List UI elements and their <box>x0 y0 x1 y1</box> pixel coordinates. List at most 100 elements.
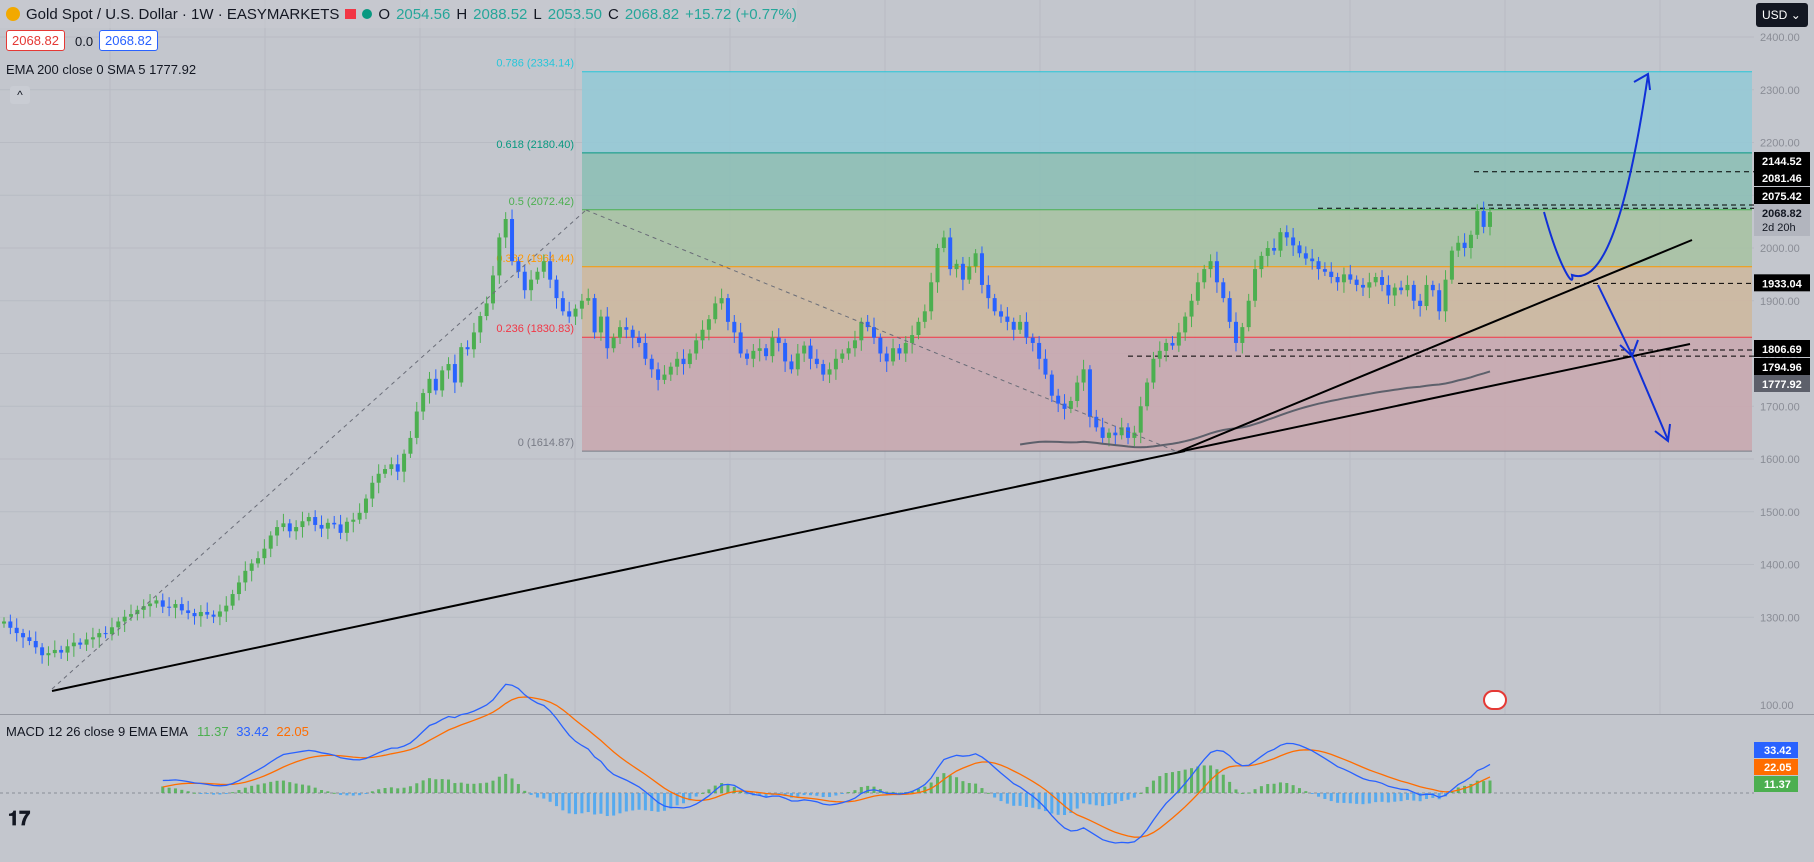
candle-body <box>656 369 661 380</box>
candle-body <box>338 524 343 533</box>
candle-body <box>1100 427 1105 438</box>
sell-button[interactable]: 2068.82 <box>6 30 65 51</box>
candle-body <box>1202 269 1207 283</box>
candle-body <box>440 370 445 391</box>
price-tick-label: 2200.00 <box>1760 138 1800 150</box>
candle-body <box>389 464 394 470</box>
macd-histogram-bar <box>605 793 609 817</box>
fib-band <box>582 266 1752 338</box>
candle-body <box>294 527 299 532</box>
candle-body <box>986 284 991 299</box>
candle-body <box>8 621 13 628</box>
candle-body <box>897 348 902 354</box>
candle-body <box>510 218 515 262</box>
us-flag-event-icon[interactable] <box>1483 690 1507 710</box>
candle-body <box>1145 382 1150 407</box>
candle-body <box>1119 427 1124 436</box>
candle-body <box>1253 269 1258 301</box>
candle-body <box>1348 274 1353 280</box>
macd-histogram-bar <box>1082 793 1086 804</box>
candle-body <box>230 594 235 606</box>
ema-legend[interactable]: EMA 200 close 0 SMA 5 1777.92 <box>6 62 197 77</box>
candle-body <box>637 337 642 343</box>
macd-histogram-bar <box>1488 780 1492 793</box>
candle-body <box>249 563 254 571</box>
macd-histogram-bar <box>510 778 514 793</box>
candle-body <box>21 633 26 638</box>
candle-body <box>751 350 756 359</box>
collapse-caret-icon[interactable]: ^ <box>10 86 30 104</box>
candle-body <box>1113 432 1118 436</box>
fib-level-label: 0.382 (1964.44) <box>496 253 574 265</box>
macd-histogram-bar <box>1405 793 1409 800</box>
high-value: 2088.52 <box>473 5 528 23</box>
macd-histogram-bar <box>707 789 711 793</box>
steep-trendline[interactable] <box>1177 239 1693 453</box>
tradingview-logo-icon: 𝟏𝟕 <box>8 806 31 830</box>
fib-anchor-line-down <box>585 209 1179 453</box>
bullish-projection-arrow[interactable] <box>1543 74 1649 281</box>
candle-body <box>395 464 400 472</box>
candle-body <box>960 263 965 280</box>
macd-histogram-bar <box>1183 769 1187 793</box>
candle-body <box>376 473 381 483</box>
candle-body <box>1411 284 1416 301</box>
macd-histogram-bar <box>783 793 787 797</box>
candle-body <box>706 319 711 330</box>
symbol-legend[interactable]: Gold Spot / U.S. Dollar · 1W · EASYMARKE… <box>0 0 797 28</box>
macd-histogram-bar <box>675 793 679 806</box>
candle-body <box>78 642 83 645</box>
macd-histogram-bar <box>809 793 813 796</box>
candle-body <box>1157 350 1162 359</box>
macd-histogram-bar <box>1094 793 1098 806</box>
long-trendline[interactable] <box>51 450 1186 692</box>
macd-histogram-bar <box>643 793 647 811</box>
candle-body <box>827 369 832 375</box>
macd-histogram-bar <box>345 793 349 796</box>
candle-body <box>40 647 45 656</box>
candle-body <box>649 358 654 370</box>
macd-histogram-bar <box>1050 793 1054 814</box>
mid-trendline[interactable] <box>1177 343 1691 453</box>
macd-histogram-bar <box>980 788 984 793</box>
macd-histogram-bar <box>351 793 355 796</box>
macd-histogram-bar <box>853 790 857 793</box>
candle-body <box>478 316 483 333</box>
macd-histogram-bar <box>434 779 438 793</box>
candle-body <box>535 271 540 280</box>
candle-body <box>1449 250 1454 280</box>
candle-body <box>872 327 877 338</box>
candle-body <box>1443 279 1448 312</box>
candle-body <box>1418 300 1423 307</box>
candle-body <box>1138 406 1143 433</box>
price-tick-label: 1500.00 <box>1760 507 1800 519</box>
currency-selector[interactable]: USD ⌄ <box>1756 3 1808 27</box>
candle-body <box>1049 374 1054 396</box>
candle-body <box>167 606 172 608</box>
macd-legend[interactable]: MACD 12 26 close 9 EMA EMA 11.37 33.42 2… <box>6 724 309 739</box>
candles <box>2 201 1492 666</box>
candle-body <box>1030 337 1035 343</box>
price-tick-label: 1900.00 <box>1760 296 1800 308</box>
price-tag-bg <box>1754 340 1810 357</box>
macd-histogram-bar <box>967 783 971 793</box>
macd-histogram-bar <box>1132 793 1136 798</box>
buy-button[interactable]: 2068.82 <box>99 30 158 51</box>
fibonacci-retracement[interactable]: 0.786 (2334.14) 0.618 (2180.40) 0.5 (2072.… <box>496 58 1752 452</box>
macd-histogram-bar <box>383 788 387 793</box>
candle-body <box>1132 432 1137 438</box>
candle-body <box>643 342 648 359</box>
macd-histogram-bar <box>637 793 641 810</box>
bearish-projection-arrow[interactable] <box>1597 284 1669 441</box>
price-tick-label: 1700.00 <box>1760 401 1800 413</box>
candle-body <box>859 321 864 341</box>
price-tick-label: 2000.00 <box>1760 243 1800 255</box>
macd-histogram-bar <box>999 793 1003 802</box>
macd-histogram-bar <box>1018 793 1022 806</box>
candle-body <box>1227 298 1232 322</box>
candle-body <box>1310 258 1315 262</box>
price-axis-labels: 2400.002300.002200.002100.002000.001900.… <box>1760 32 1800 712</box>
candle-body <box>1341 274 1346 283</box>
macd-histogram-bar <box>961 781 965 793</box>
